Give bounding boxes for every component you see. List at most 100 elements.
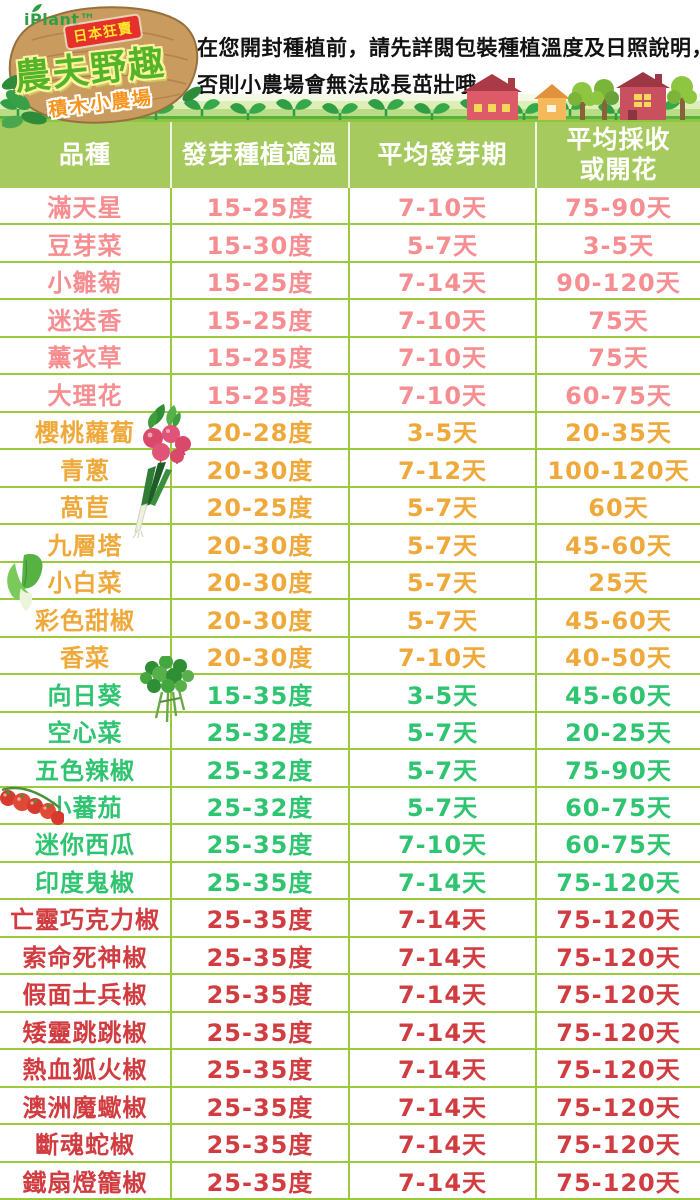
notice-line-1: 在您開封種植前，請先詳閱包裝種植溫度及日照說明， bbox=[197, 36, 700, 60]
germination-cell: 7-10天 bbox=[350, 300, 537, 336]
harvest-cell: 45-60天 bbox=[565, 606, 672, 635]
harvest-cell: 75-120天 bbox=[556, 981, 681, 1010]
variety-cell: 索命死神椒 bbox=[0, 937, 172, 974]
harvest-cell: 75-120天 bbox=[556, 1131, 681, 1160]
column-header-germination: 平均發芽期 bbox=[350, 122, 537, 188]
harvest-cell: 75-120天 bbox=[556, 1168, 681, 1197]
table-row: 迷迭香 15-25度 7-10天 75天 bbox=[0, 300, 700, 338]
table-row: 熱血狐火椒 25-35度 7-14天 75-120天 bbox=[0, 1050, 700, 1088]
variety-cell: 空心菜 bbox=[0, 712, 172, 749]
germination-cell: 5-7天 bbox=[350, 750, 537, 786]
temperature-cell: 15-25度 bbox=[172, 300, 350, 336]
harvest-cell: 75-90天 bbox=[565, 194, 672, 223]
table-header: 品種 發芽種植適溫 平均發芽期 平均採收 或開花 bbox=[0, 122, 700, 188]
germination-cell: 7-12天 bbox=[350, 450, 537, 486]
variety-cell: 大理花 bbox=[0, 375, 172, 411]
temperature-cell: 20-25度 bbox=[172, 487, 350, 524]
table-row: 小蕃茄 25-32度 5-7天 60-75天 bbox=[0, 787, 700, 826]
table-row: 九層塔 20-30度 5-7天 45-60天 bbox=[0, 525, 700, 563]
table-row: 矮靈跳跳椒 25-35度 7-14天 75-120天 bbox=[0, 1012, 700, 1051]
column-header-harvest: 平均採收 或開花 bbox=[566, 125, 671, 184]
table-row: 香菜 20-30度 7-10天 40-50天 bbox=[0, 637, 700, 676]
table-row: 五色辣椒 25-32度 5-7天 75-90天 bbox=[0, 750, 700, 788]
temperature-cell: 25-35度 bbox=[172, 1125, 350, 1161]
temperature-cell: 25-35度 bbox=[172, 1162, 350, 1199]
variety-cell: 薰衣草 bbox=[0, 337, 172, 374]
harvest-cell: 100-120天 bbox=[547, 456, 690, 485]
germination-cell: 5-7天 bbox=[350, 562, 537, 599]
houses-and-trees bbox=[462, 72, 697, 120]
table-row: 向日葵 15-35度 3-5天 45-60天 bbox=[0, 675, 700, 713]
harvest-cell: 45-60天 bbox=[565, 681, 672, 710]
harvest-cell: 25天 bbox=[588, 569, 649, 598]
harvest-cell: 60-75天 bbox=[565, 831, 672, 860]
germination-cell: 7-10天 bbox=[350, 637, 537, 674]
table-row: 萵苣 20-25度 5-7天 60天 bbox=[0, 487, 700, 526]
temperature-cell: 25-35度 bbox=[172, 862, 350, 899]
table-row: 迷你西瓜 25-35度 7-10天 60-75天 bbox=[0, 825, 700, 863]
germination-cell: 7-14天 bbox=[350, 1125, 537, 1161]
germination-cell: 7-14天 bbox=[350, 262, 537, 299]
variety-cell: 青蔥 bbox=[0, 450, 172, 486]
germination-cell: 7-10天 bbox=[350, 375, 537, 411]
harvest-cell: 20-35天 bbox=[565, 419, 672, 448]
harvest-cell: 75-90天 bbox=[565, 756, 672, 785]
germination-cell: 7-14天 bbox=[350, 1162, 537, 1199]
table-row: 澳洲魔蠍椒 25-35度 7-14天 75-120天 bbox=[0, 1087, 700, 1126]
temperature-cell: 20-28度 bbox=[172, 412, 350, 449]
variety-cell: 澳洲魔蠍椒 bbox=[0, 1087, 172, 1124]
germination-cell: 7-14天 bbox=[350, 937, 537, 974]
harvest-cell: 3-5天 bbox=[582, 231, 655, 260]
table-row: 空心菜 25-32度 5-7天 20-25天 bbox=[0, 712, 700, 751]
temperature-cell: 25-35度 bbox=[172, 825, 350, 861]
wood-board-graphic bbox=[2, 4, 202, 129]
variety-cell: 假面士兵椒 bbox=[0, 975, 172, 1011]
tomato-icon bbox=[0, 786, 64, 825]
temperature-cell: 25-35度 bbox=[172, 1050, 350, 1086]
temperature-cell: 25-32度 bbox=[172, 712, 350, 749]
variety-cell: 斷魂蛇椒 bbox=[0, 1125, 172, 1161]
green-onion-icon bbox=[132, 462, 172, 538]
bok-choy-icon bbox=[7, 554, 43, 611]
harvest-cell: 60天 bbox=[588, 494, 649, 523]
temperature-cell: 25-35度 bbox=[172, 975, 350, 1011]
table-row: 斷魂蛇椒 25-35度 7-14天 75-120天 bbox=[0, 1125, 700, 1163]
germination-cell: 7-14天 bbox=[350, 862, 537, 899]
table-row: 小白菜 20-30度 5-7天 25天 bbox=[0, 562, 700, 601]
germination-cell: 7-14天 bbox=[350, 975, 537, 1011]
table-row: 滿天星 15-25度 7-10天 75-90天 bbox=[0, 188, 700, 226]
table-row: 彩色甜椒 20-30度 5-7天 45-60天 bbox=[0, 600, 700, 638]
column-header-variety: 品種 bbox=[0, 122, 172, 188]
harvest-cell: 60-75天 bbox=[565, 381, 672, 410]
germination-cell: 5-7天 bbox=[350, 712, 537, 749]
variety-cell: 萵苣 bbox=[0, 487, 172, 524]
table-row: 鐵扇燈籠椒 25-35度 7-14天 75-120天 bbox=[0, 1162, 700, 1200]
table-row: 索命死神椒 25-35度 7-14天 75-120天 bbox=[0, 937, 700, 976]
temperature-cell: 25-32度 bbox=[172, 787, 350, 824]
harvest-cell: 75-120天 bbox=[556, 1018, 681, 1047]
variety-cell: 亡靈巧克力椒 bbox=[0, 900, 172, 936]
variety-cell: 彩色甜椒 bbox=[0, 600, 172, 636]
table-row: 亡靈巧克力椒 25-35度 7-14天 75-120天 bbox=[0, 900, 700, 938]
temperature-cell: 15-35度 bbox=[172, 675, 350, 711]
germination-cell: 7-14天 bbox=[350, 1087, 537, 1124]
germination-cell: 7-14天 bbox=[350, 1012, 537, 1049]
table-row: 大理花 15-25度 7-10天 60-75天 bbox=[0, 375, 700, 413]
temperature-cell: 20-30度 bbox=[172, 637, 350, 674]
germination-cell: 7-10天 bbox=[350, 188, 537, 224]
variety-cell: 香菜 bbox=[0, 637, 172, 674]
temperature-cell: 25-35度 bbox=[172, 937, 350, 974]
harvest-cell: 90-120天 bbox=[556, 269, 681, 298]
cilantro-icon bbox=[140, 656, 194, 723]
table-row: 假面士兵椒 25-35度 7-14天 75-120天 bbox=[0, 975, 700, 1013]
germination-cell: 5-7天 bbox=[350, 225, 537, 261]
variety-cell: 滿天星 bbox=[0, 188, 172, 224]
harvest-cell: 40-50天 bbox=[565, 644, 672, 673]
variety-cell: 小雛菊 bbox=[0, 262, 172, 299]
temperature-cell: 20-30度 bbox=[172, 562, 350, 599]
temperature-cell: 15-25度 bbox=[172, 337, 350, 374]
harvest-cell: 75-120天 bbox=[556, 1056, 681, 1085]
variety-cell: 向日葵 bbox=[0, 675, 172, 711]
table-row: 印度鬼椒 25-35度 7-14天 75-120天 bbox=[0, 862, 700, 901]
